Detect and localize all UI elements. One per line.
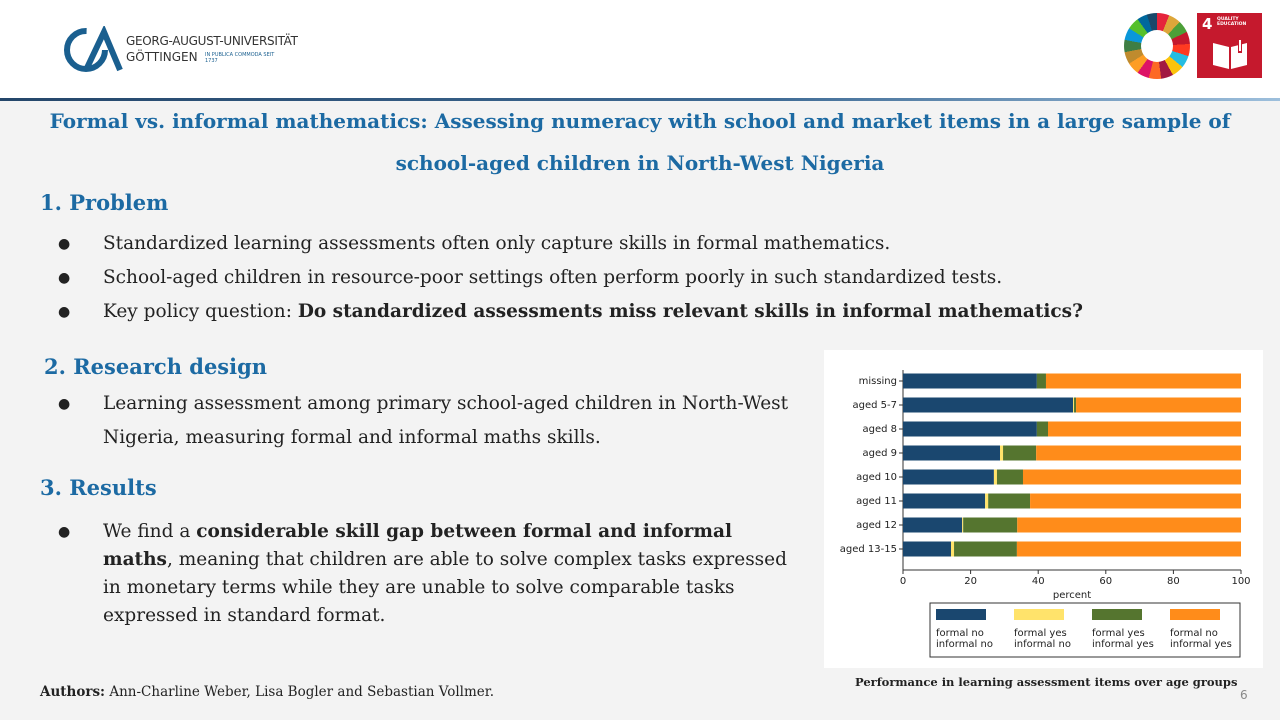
bullet: School-aged children in resource-poor se… [40,261,1270,295]
sdg-4-icon: 4 QUALITY EDUCATION [1197,13,1262,78]
chart: 0 20 40 60 80 100 percent missing aged 5-7 aged 8… [840,370,1251,658]
x-tick-label: 60 [1099,576,1112,587]
bar-segment [1048,421,1241,437]
bullet-bold-text: considerable skill gap between formal an… [103,521,733,570]
bar-segment [903,493,986,509]
bar-segment [1036,421,1049,437]
bar-segment [1030,493,1241,509]
bar-segment [950,541,955,557]
authors-names: Ann-Charline Weber, Lisa Bogler and Seba… [109,684,495,700]
chart-panel: 0 20 40 60 80 100 percent missing aged 5-7 aged 8… [824,350,1263,668]
bar-segment [1074,397,1077,413]
y-tick-label: aged 10 [856,472,897,483]
bar-segment [1036,373,1046,389]
bullet-text: Key policy question: [103,301,298,322]
bar-segment [1016,541,1241,557]
bar-segment [988,493,1031,509]
chart-caption: Performance in learning assessment items… [855,675,1238,689]
y-tick-label: aged 11 [856,496,897,507]
logo-line2: GÖTTINGEN [126,50,198,64]
bar-segment [954,541,1017,557]
legend-box [929,602,1241,658]
bar-segment [1076,397,1241,413]
legend-swatch [936,609,986,620]
x-axis-label: percent [1053,590,1091,601]
bullet: We find a considerable skill gap between… [40,518,800,630]
logo-motto: IN PUBLICA COMMODA SEIT 1737 [205,52,275,64]
legend-label: formal no informal no [936,628,993,650]
bar-segment [1073,397,1075,413]
bullet-text: Learning assessment among primary school… [103,393,789,448]
y-tick-label: aged 8 [862,424,897,435]
bullet-list: Standardized learning assessments often … [40,227,1270,329]
y-tick-label: missing [859,376,897,387]
bullet-bold-text: Do standardized assessments miss relevan… [297,301,1073,322]
bar-segment [903,517,963,533]
bar-segment [963,517,1018,533]
bar-segment [1000,445,1004,461]
bar-segment [903,541,951,557]
bar-segment [1045,373,1241,389]
bar-segment [962,517,964,533]
header: GEORG-AUGUST-UNIVERSITÄT GÖTTINGEN IN PU… [0,0,1280,98]
bar-segment [1036,445,1241,461]
bar-segment [985,493,989,509]
y-tick-label: aged 12 [856,520,897,531]
legend-swatch [1170,609,1220,620]
bar-segment [903,445,1001,461]
sdg-wheel [1124,13,1190,79]
university-emblem [64,26,123,72]
x-tick-label: 20 [964,576,977,587]
sdg-number: 4 [1202,15,1213,33]
bullet-text: , meaning that children are able to solv… [103,549,787,626]
logo-line1: GEORG-AUGUST-UNIVERSITÄT [126,34,298,48]
x-tick-label: 40 [1032,576,1045,587]
header-rule [0,98,1280,101]
x-tick-label: 100 [1231,576,1250,587]
emblem-a [83,26,123,72]
y-tick-label: aged 5-7 [853,400,898,411]
legend-swatch [1092,609,1142,620]
bullet-text: Standardized learning assessments often … [103,233,891,254]
legend-label: formal yes informal no [1014,628,1071,650]
y-tick-label: aged 13-15 [840,544,897,555]
legend-swatch [1014,609,1064,620]
slide-title: Formal vs. informal mathematics: Assessi… [49,109,1231,175]
bullet-text: School-aged children in resource-poor se… [103,267,1003,288]
y-tick-label: aged 9 [862,448,897,459]
bullet-list: We find a considerable skill gap between… [40,518,800,630]
authors-label: Authors: [40,684,106,700]
bar-segment [1017,517,1241,533]
legend-label: formal yes informal yes [1092,628,1154,650]
sdg-label: QUALITY EDUCATION [1217,17,1247,27]
bullet-text: ? [1072,301,1083,322]
section-heading: 1. Problem [40,190,169,215]
bar-segment [903,469,994,485]
section-heading: 3. Results [40,475,157,500]
bar-segment [903,397,1074,413]
legend-label: formal no informal yes [1170,628,1232,650]
bullet: Learning assessment among primary school… [40,387,830,455]
bar-segment [1022,469,1241,485]
bullet-list: Learning assessment among primary school… [40,387,830,455]
bar-segment [993,469,997,485]
authors: Authors: Ann-Charline Weber, Lisa Bogler… [40,684,494,700]
bullet: Key policy question: Do standardized ass… [40,295,1270,329]
bullet: Standardized learning assessments often … [40,227,1270,261]
page-number: 6 [1240,688,1248,702]
bar-segment [996,469,1023,485]
x-tick-label: 0 [900,576,906,587]
bullet-text: We find a [103,521,197,542]
book-icon [1213,39,1247,69]
bar-segment [903,421,1037,437]
x-tick-label: 80 [1167,576,1180,587]
bar-segment [1003,445,1037,461]
bar-segment [903,373,1037,389]
section-heading: 2. Research design [44,354,268,379]
